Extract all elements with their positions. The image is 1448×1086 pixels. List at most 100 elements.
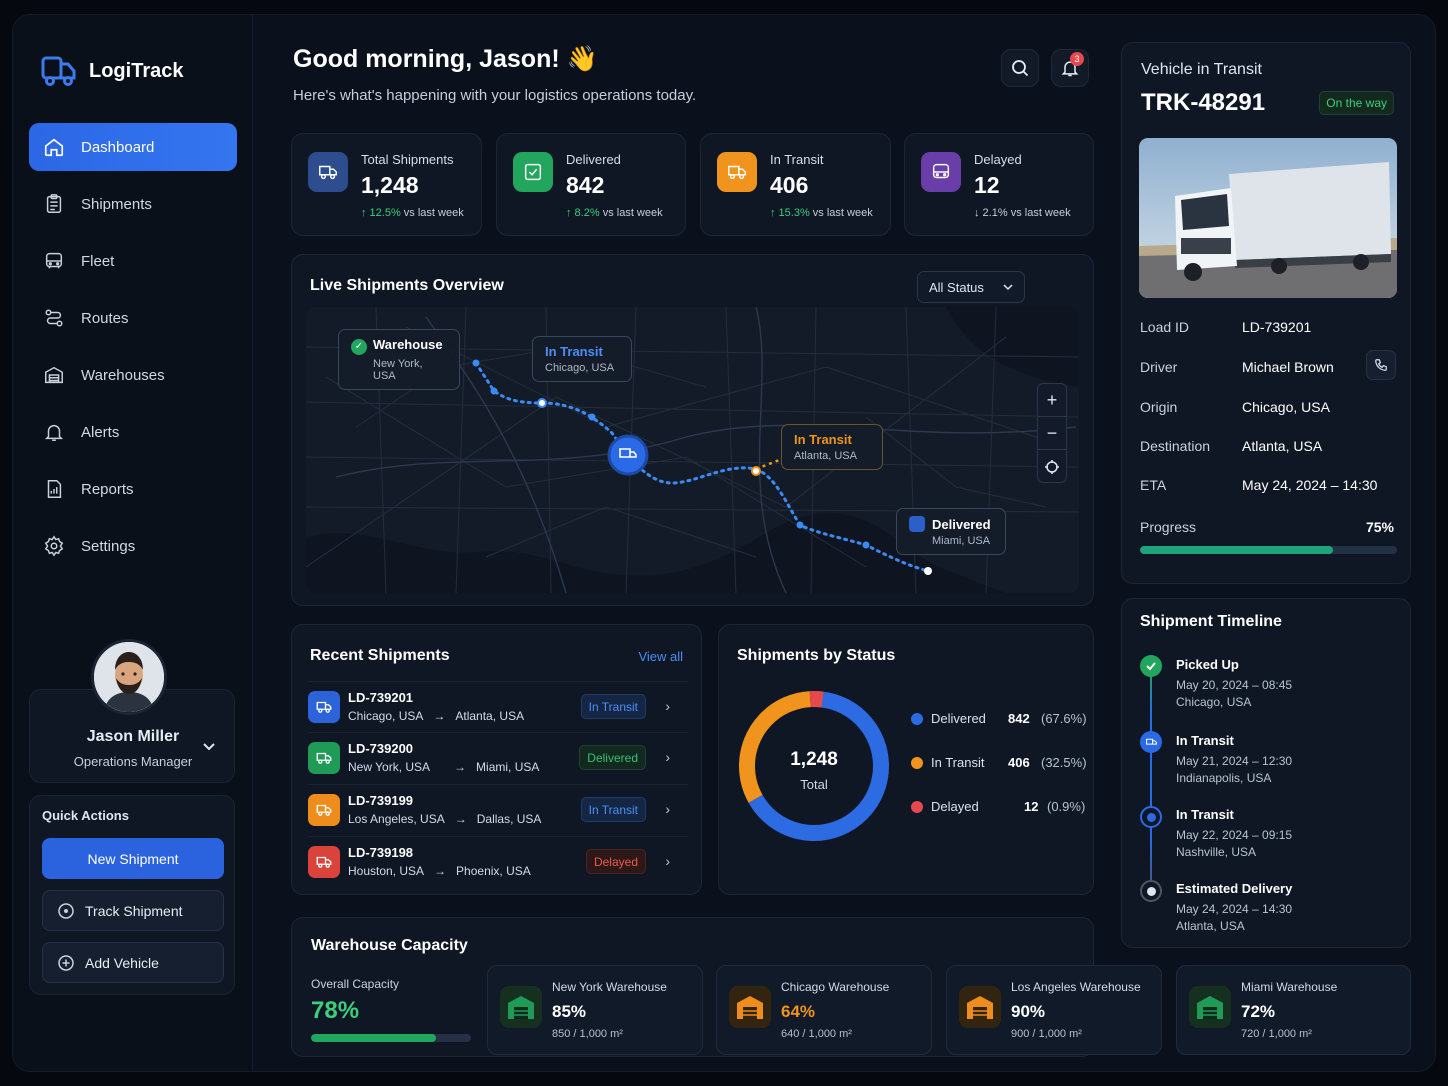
shipment-route: Los Angeles, USA → Dallas, USA xyxy=(348,812,541,826)
table-row[interactable]: LD-739198 Houston, USA → Phoenix, USA Dela… xyxy=(308,837,688,889)
timeline-item-title: In Transit xyxy=(1176,807,1234,822)
legend-item-in-transit: In Transit 406 (32.5%) xyxy=(911,755,1087,770)
target-icon xyxy=(58,902,74,919)
table-row[interactable]: LD-739200 New York, USA → Miami, USA Deliv… xyxy=(308,733,688,785)
map-tag-atlanta[interactable]: In Transit Atlanta, USA xyxy=(781,424,883,470)
recent-shipments-card: Recent Shipments View all LD-739201 Chic… xyxy=(291,624,702,895)
locate-button[interactable] xyxy=(1038,450,1066,483)
stat-label: Delayed xyxy=(974,152,1022,167)
check-icon: ✓ xyxy=(351,339,367,355)
chevron-right-icon[interactable]: › xyxy=(665,801,670,817)
stat-card-delayed[interactable]: Delayed 12 ↓ 2.1% vs last week xyxy=(904,133,1094,236)
stat-change-value: ↑ 8.2% xyxy=(566,207,600,219)
truck-photo xyxy=(1139,138,1397,298)
app-window: LogiTrack Dashboard Shipments Fleet Rout… xyxy=(12,14,1436,1072)
sidebar-item-label: Alerts xyxy=(81,423,120,441)
chevron-right-icon[interactable]: › xyxy=(665,749,670,765)
status-filter-select[interactable]: All Status xyxy=(917,271,1025,303)
shipment-icon xyxy=(308,691,340,723)
shipment-id: LD-739200 xyxy=(348,741,414,756)
zoom-in-button[interactable]: + xyxy=(1038,384,1066,417)
sidebar-item-dashboard[interactable]: Dashboard xyxy=(29,123,237,171)
overall-capacity-bar xyxy=(311,1034,471,1042)
track-shipment-label: Track Shipment xyxy=(85,902,183,919)
call-driver-button[interactable] xyxy=(1366,350,1396,380)
warehouse-card-miami[interactable]: Miami Warehouse 72% 720 / 1,000 m² xyxy=(1176,965,1411,1055)
timeline-item: In Transit May 21, 2024 – 12:30 Indianapol… xyxy=(1176,733,1292,785)
avatar[interactable] xyxy=(91,639,167,715)
warehouse-card-new-york[interactable]: New York Warehouse 85% 850 / 1,000 m² xyxy=(487,965,703,1055)
vehicle-status-badge: On the way xyxy=(1319,91,1394,115)
legend-dot xyxy=(911,757,923,769)
new-shipment-button[interactable]: New Shipment xyxy=(42,838,224,879)
shipment-route: Houston, USA → Phoenix, USA xyxy=(348,864,531,878)
progress-bar xyxy=(1140,546,1397,554)
stat-change-suffix: vs last week xyxy=(599,207,663,219)
sidebar-item-warehouses[interactable]: Warehouses xyxy=(29,351,237,399)
route-to: Atlanta, USA xyxy=(455,709,525,723)
crosshair-icon xyxy=(1045,459,1059,474)
zoom-out-button[interactable]: − xyxy=(1038,417,1066,450)
map-tag-warehouse[interactable]: ✓ Warehouse New York, USA xyxy=(338,329,460,390)
timeline-item-place: Atlanta, USA xyxy=(1176,919,1245,933)
stat-card-delivered[interactable]: Delivered 842 ↑ 8.2% vs last week xyxy=(496,133,686,236)
add-vehicle-label: Add Vehicle xyxy=(85,954,159,971)
progress-label: Progress xyxy=(1140,519,1197,535)
chevron-down-icon[interactable] xyxy=(202,742,216,752)
clipboard-icon xyxy=(46,194,62,213)
track-shipment-button[interactable]: Track Shipment xyxy=(42,890,224,931)
warehouse-icon-bg xyxy=(500,986,542,1028)
sidebar-item-shipments[interactable]: Shipments xyxy=(29,180,237,228)
sidebar-item-fleet[interactable]: Fleet xyxy=(29,237,237,285)
map-tag-chicago[interactable]: In Transit Chicago, USA xyxy=(532,336,632,382)
warehouse-capacity: 640 / 1,000 m² xyxy=(781,1028,852,1040)
notification-badge: 3 xyxy=(1070,52,1084,66)
warehouse-icon-bg xyxy=(729,986,771,1028)
stat-card-in-transit[interactable]: In Transit 406 ↑ 15.3% vs last week xyxy=(700,133,891,236)
warehouse-card-chicago[interactable]: Chicago Warehouse 64% 640 / 1,000 m² xyxy=(716,965,932,1055)
detail-value: Atlanta, USA xyxy=(1242,438,1323,454)
arrow-right-icon: → xyxy=(433,709,446,723)
sidebar-item-routes[interactable]: Routes xyxy=(29,294,237,342)
timeline-item: In Transit May 22, 2024 – 09:15 Nashville,… xyxy=(1176,807,1292,859)
stat-card-total[interactable]: Total Shipments 1,248 ↑ 12.5% vs last we… xyxy=(291,133,482,236)
donut-slice-in-transit[interactable] xyxy=(739,691,889,841)
truck-icon xyxy=(316,701,332,713)
view-all-link[interactable]: View all xyxy=(638,649,683,664)
truck-icon xyxy=(728,165,746,180)
avatar-illustration xyxy=(94,642,164,712)
stat-value: 406 xyxy=(770,172,809,198)
timeline-item-place: Indianapolis, USA xyxy=(1176,771,1272,785)
sidebar-item-settings[interactable]: Settings xyxy=(29,522,237,570)
route-to: Dallas, USA xyxy=(476,812,542,826)
notifications-button[interactable]: 3 xyxy=(1051,49,1089,87)
legend-percent: (32.5%) xyxy=(1041,755,1087,770)
box-check-icon xyxy=(524,163,542,181)
sidebar-item-alerts[interactable]: Alerts xyxy=(29,408,237,456)
warehouse-capacity: 720 / 1,000 m² xyxy=(1241,1028,1312,1040)
chevron-right-icon[interactable]: › xyxy=(665,853,670,869)
search-button[interactable] xyxy=(1001,49,1039,87)
donut-slice-delayed[interactable] xyxy=(739,691,889,841)
gear-icon xyxy=(44,535,64,557)
overall-capacity-value: 78% xyxy=(311,997,360,1024)
add-vehicle-button[interactable]: Add Vehicle xyxy=(42,942,224,983)
table-row[interactable]: LD-739201 Chicago, USA → Atlanta, USA In T… xyxy=(308,681,688,733)
table-row[interactable]: LD-739199 Los Angeles, USA → Dallas, USA I… xyxy=(308,785,688,837)
progress-fill xyxy=(1140,546,1333,554)
sidebar-item-reports[interactable]: Reports xyxy=(29,465,237,513)
map-tag-title: Delivered xyxy=(909,516,993,532)
warehouse-card-los-angeles[interactable]: Los Angeles Warehouse 90% 900 / 1,000 m² xyxy=(946,965,1162,1055)
truck-icon xyxy=(319,165,337,180)
shipment-icon xyxy=(308,794,340,826)
stat-value: 1,248 xyxy=(361,172,419,198)
map-title: Live Shipments Overview xyxy=(310,277,504,294)
truck-logo-icon xyxy=(41,56,76,86)
logo[interactable]: LogiTrack xyxy=(41,55,183,87)
map-view[interactable]: ✓ Warehouse New York, USA In Transit Chic… xyxy=(306,307,1079,593)
stat-change-value: ↓ 2.1% xyxy=(974,207,1008,219)
chevron-right-icon[interactable]: › xyxy=(665,698,670,714)
timeline-item-place: Chicago, USA xyxy=(1176,695,1252,709)
map-tag-miami[interactable]: Delivered Miami, USA xyxy=(896,508,1006,555)
stat-change-suffix: vs last week xyxy=(809,207,873,219)
